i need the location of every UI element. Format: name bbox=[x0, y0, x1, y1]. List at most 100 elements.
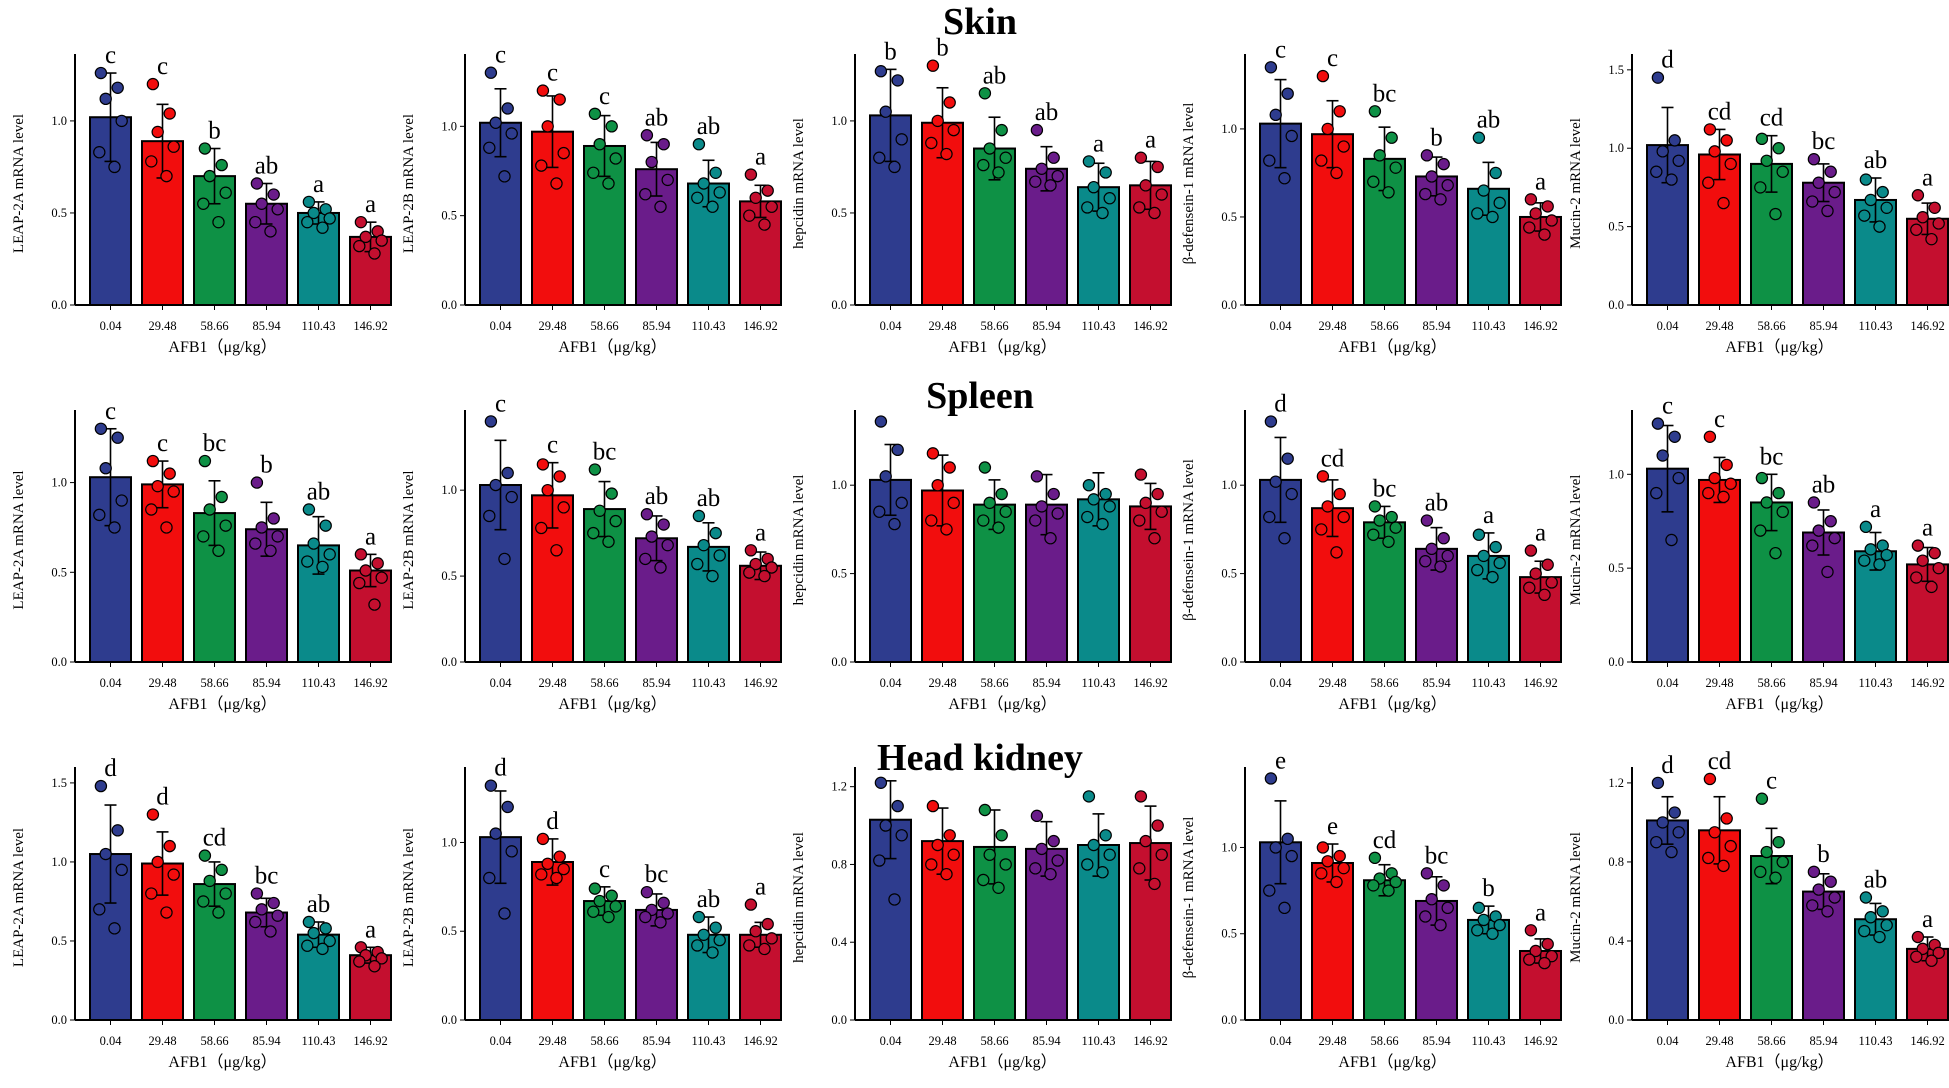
data-point bbox=[353, 239, 366, 253]
data-point bbox=[167, 868, 180, 881]
data-point bbox=[1471, 563, 1484, 577]
x-tick-label: 146.92 bbox=[1523, 1034, 1557, 1048]
data-point bbox=[1668, 430, 1681, 443]
data-point bbox=[505, 845, 518, 858]
data-point bbox=[926, 799, 940, 813]
significance-letter: ab bbox=[1864, 147, 1888, 174]
data-point bbox=[931, 838, 944, 852]
data-point bbox=[550, 177, 563, 190]
data-point bbox=[1096, 206, 1109, 220]
x-axis-title: AFB1（μg/kg） bbox=[558, 695, 666, 713]
data-point bbox=[212, 544, 225, 557]
significance-letter: c bbox=[1766, 768, 1777, 795]
x-tick-label: 110.43 bbox=[302, 676, 336, 690]
data-point bbox=[307, 926, 320, 940]
data-point bbox=[1269, 108, 1282, 122]
data-point bbox=[1703, 430, 1717, 443]
x-tick-label: 0.04 bbox=[1657, 676, 1680, 690]
data-point bbox=[713, 186, 726, 199]
panel-2-2: 0.0 0.4 0.8 1.2 hepcidin mRNA level 0.04 29.48… bbox=[791, 767, 1172, 1071]
data-point bbox=[368, 598, 381, 611]
data-point bbox=[160, 521, 173, 534]
data-point bbox=[108, 160, 121, 174]
data-point bbox=[215, 863, 228, 877]
data-point bbox=[1873, 220, 1886, 233]
x-tick-label: 58.66 bbox=[980, 1034, 1008, 1048]
data-point bbox=[1263, 510, 1276, 524]
data-point bbox=[1523, 221, 1536, 234]
x-tick-label: 29.48 bbox=[1318, 319, 1346, 333]
data-point bbox=[145, 503, 158, 516]
x-tick-label: 146.92 bbox=[1910, 676, 1944, 690]
y-tick-label: 0.5 bbox=[51, 565, 67, 579]
data-point bbox=[375, 952, 388, 965]
significance-letter: bc bbox=[1373, 475, 1397, 502]
x-tick-label: 0.04 bbox=[490, 1034, 513, 1048]
x-tick-label: 85.94 bbox=[1809, 676, 1838, 690]
y-tick-label: 1.0 bbox=[441, 835, 457, 849]
x-axis-title: AFB1（μg/kg） bbox=[558, 1053, 666, 1071]
data-point bbox=[267, 512, 280, 525]
data-point bbox=[1910, 950, 1923, 963]
data-point bbox=[888, 160, 901, 174]
data-point bbox=[375, 571, 388, 584]
data-point bbox=[995, 829, 1008, 842]
data-point bbox=[1859, 173, 1873, 186]
data-point bbox=[1333, 849, 1346, 863]
y-tick-label: 0.0 bbox=[51, 1013, 67, 1027]
significance-letter: ab bbox=[1425, 490, 1449, 517]
data-point bbox=[1285, 487, 1298, 501]
data-point bbox=[758, 218, 771, 231]
y-tick-label: 1.2 bbox=[1608, 776, 1624, 790]
data-point bbox=[1672, 154, 1685, 167]
panel-2-4: 0.0 0.4 0.8 1.2 Mucin-2 mRNA level d 0.04 cd 29.… bbox=[1568, 748, 1949, 1071]
data-point bbox=[1538, 956, 1551, 970]
data-point bbox=[640, 508, 654, 521]
data-point bbox=[1864, 543, 1877, 556]
data-point bbox=[1650, 835, 1663, 849]
data-point bbox=[249, 537, 262, 550]
data-point bbox=[535, 521, 548, 535]
data-point bbox=[891, 799, 904, 813]
data-point bbox=[1269, 475, 1282, 488]
panel-1-3: 0.0 0.5 1.0 β-defensein-1 mRNA level d 0.04 cd… bbox=[1181, 391, 1562, 713]
data-point bbox=[1382, 186, 1395, 199]
data-point bbox=[697, 177, 710, 190]
data-point bbox=[1419, 187, 1432, 201]
data-point bbox=[692, 509, 706, 523]
y-tick-label: 0.0 bbox=[831, 298, 847, 312]
data-point bbox=[501, 102, 514, 115]
data-point bbox=[1858, 554, 1871, 567]
data-point bbox=[697, 928, 710, 941]
data-point bbox=[1665, 173, 1678, 186]
data-point bbox=[1812, 176, 1825, 189]
y-axis-title: LEAP-2A mRNA level bbox=[11, 470, 27, 609]
x-tick-label: 29.48 bbox=[538, 1034, 566, 1048]
data-point bbox=[1824, 165, 1837, 178]
y-tick-label: 1.5 bbox=[1608, 63, 1624, 77]
data-point bbox=[501, 800, 514, 814]
y-tick-label: 0.5 bbox=[441, 209, 457, 223]
significance-letter: c bbox=[495, 42, 506, 69]
panel-1-1: 0.0 0.5 1.0 LEAP-2B mRNA level c 0.04 c 29.48 bc… bbox=[401, 390, 782, 713]
y-tick-label: 0.5 bbox=[1221, 927, 1237, 941]
data-point bbox=[271, 203, 284, 216]
data-point bbox=[1103, 192, 1116, 205]
data-point bbox=[111, 81, 124, 94]
data-point bbox=[1281, 452, 1294, 465]
data-point bbox=[1760, 154, 1773, 167]
x-tick-label: 85.94 bbox=[642, 1034, 671, 1048]
data-point bbox=[99, 462, 112, 475]
data-point bbox=[1155, 188, 1168, 201]
significance-letter: b bbox=[1430, 124, 1443, 151]
data-point bbox=[1828, 531, 1841, 545]
data-point bbox=[1760, 496, 1773, 509]
data-point bbox=[1029, 862, 1042, 875]
data-point bbox=[943, 829, 956, 842]
data-point bbox=[1916, 942, 1929, 956]
data-point bbox=[198, 849, 212, 862]
data-point bbox=[926, 59, 940, 72]
data-point bbox=[1264, 772, 1278, 785]
x-tick-label: 110.43 bbox=[302, 319, 336, 333]
significance-letter: cd bbox=[1708, 748, 1732, 775]
